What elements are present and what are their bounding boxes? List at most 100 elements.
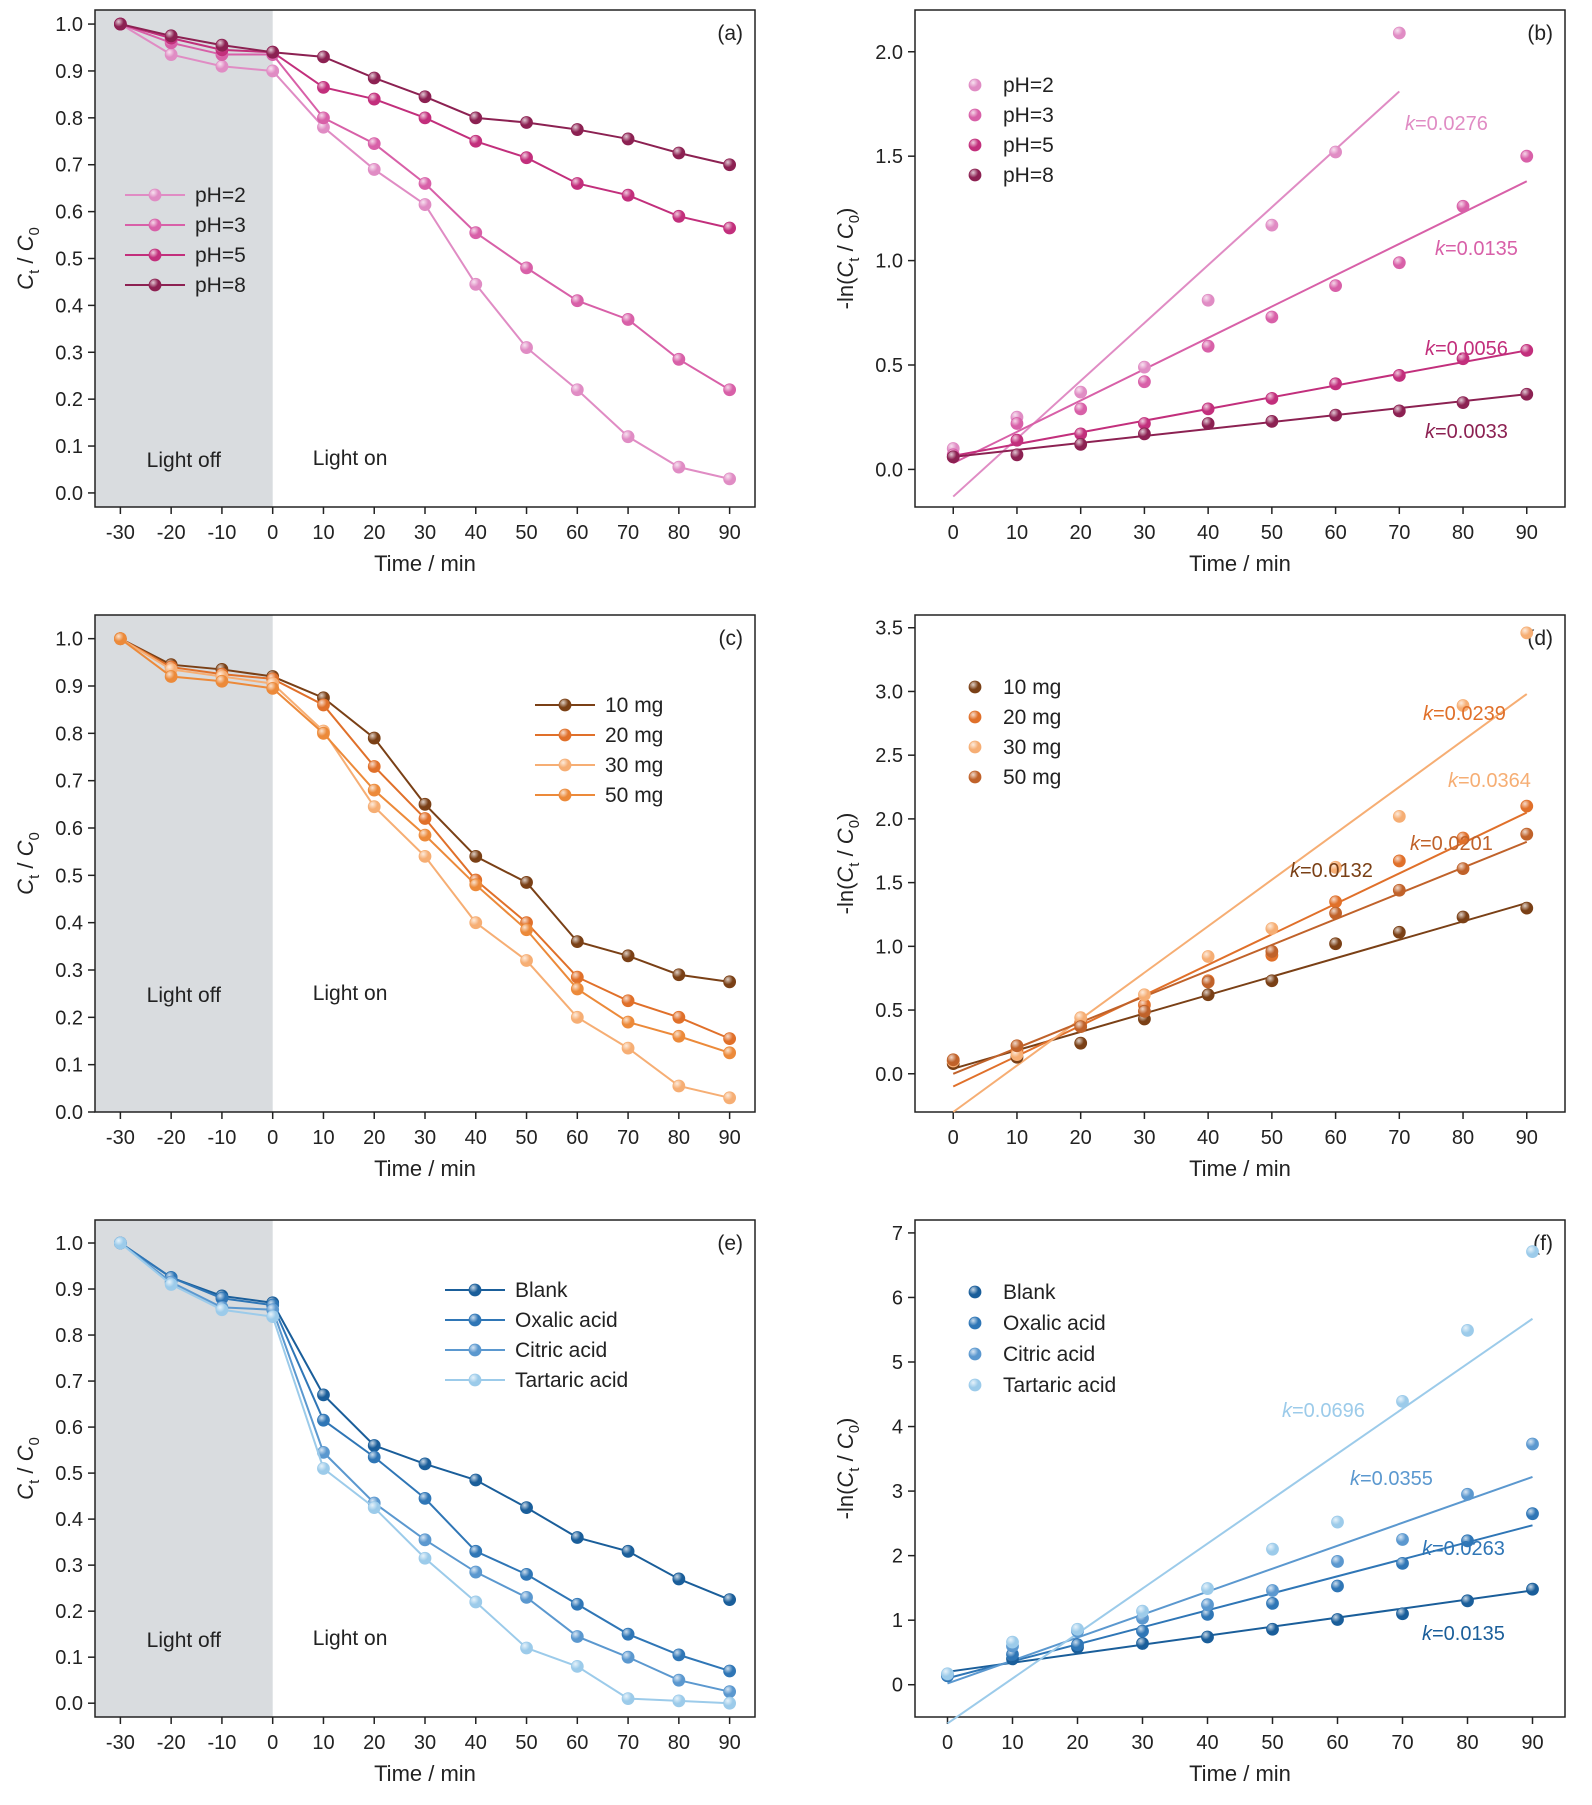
data-point (1331, 1579, 1344, 1593)
data-point (1265, 218, 1279, 232)
legend-marker (968, 1378, 982, 1392)
y-axis-label-part: 0 (846, 215, 863, 223)
data-point (418, 1492, 432, 1505)
data-point (1136, 1637, 1149, 1650)
y-axis-label: Ct / C0 (13, 227, 43, 290)
data-point (672, 1648, 686, 1662)
data-point (266, 64, 280, 78)
data-point (1526, 1437, 1539, 1451)
data-point (1201, 988, 1215, 1002)
plot-frame (914, 1219, 1566, 1718)
x-tick-label: 50 (1261, 1127, 1283, 1149)
legend-label: Tartaric acid (515, 1369, 628, 1392)
x-tick-label: 0 (267, 1127, 278, 1149)
data-point (1392, 256, 1406, 270)
y-tick-label: 1.5 (875, 146, 903, 168)
y-tick-label: 0.0 (55, 483, 83, 505)
data-point (1201, 1582, 1214, 1595)
data-point (418, 828, 432, 842)
y-axis-label-part: t (846, 1467, 863, 1472)
data-point (215, 674, 229, 688)
x-axis-label: Time / min (1189, 1761, 1291, 1786)
data-point (1138, 360, 1151, 374)
y-axis-label-part: 0 (26, 1437, 43, 1445)
data-point (367, 800, 381, 814)
y-tick-label: 0.9 (55, 676, 83, 698)
data-point (723, 1032, 737, 1046)
y-axis-label-part: C (833, 1472, 858, 1488)
fit-line (952, 902, 1528, 1070)
data-point (1526, 1582, 1539, 1596)
x-tick-label: -30 (106, 522, 135, 544)
legend-marker (968, 168, 982, 182)
legend-label: 50 mg (605, 784, 663, 807)
data-point (672, 146, 686, 160)
rate-constant-symbol: k (1350, 1468, 1361, 1490)
x-tick-label: 60 (1324, 1127, 1346, 1149)
light-off-label: Light off (147, 449, 222, 472)
light-on-label: Light on (313, 1627, 388, 1650)
legend-label: pH=3 (1003, 104, 1054, 127)
data-point (1201, 1630, 1214, 1644)
data-point (1520, 827, 1534, 841)
data-point (520, 954, 533, 967)
y-tick-label: 0.2 (55, 389, 83, 411)
fit-line (952, 811, 1528, 1088)
legend-marker (558, 788, 572, 802)
data-point (1266, 1584, 1279, 1597)
data-point (520, 116, 533, 129)
x-tick-label: -10 (207, 1127, 236, 1149)
x-tick-label: 0 (267, 522, 278, 544)
data-point (672, 209, 686, 223)
y-tick-label: 2.0 (875, 809, 903, 831)
y-axis-label-part: / (13, 1461, 38, 1479)
x-tick-label: 50 (1261, 1732, 1283, 1754)
legend-marker (968, 680, 982, 694)
data-point (520, 261, 533, 275)
rate-constant-label: k=0.0696 (1282, 1400, 1365, 1422)
x-tick-label: 0 (267, 1732, 278, 1754)
y-axis-label-part: C (13, 840, 38, 856)
y-axis-label-part: -ln( (833, 1487, 858, 1519)
y-tick-label: 0.2 (55, 1007, 83, 1029)
data-point (621, 1015, 635, 1029)
rate-constant-label: k=0.0355 (1350, 1468, 1433, 1490)
data-point (520, 1641, 533, 1655)
x-tick-label: 30 (414, 1127, 436, 1149)
y-axis-label-part: / (13, 251, 38, 269)
data-point (1456, 862, 1470, 875)
legend-label: 20 mg (605, 724, 663, 747)
rate-constant-value: =0.0239 (1433, 703, 1506, 725)
x-tick-label: 80 (1456, 1732, 1478, 1754)
rate-constant-label: k=0.0201 (1410, 833, 1493, 855)
legend-label: Tartaric acid (1003, 1374, 1116, 1397)
data-point (520, 151, 533, 165)
y-axis-label-part: 0 (846, 1425, 863, 1433)
panel-label: (d) (1527, 627, 1553, 650)
legend-marker (148, 218, 162, 232)
data-point (1392, 854, 1406, 868)
data-point (1074, 385, 1088, 399)
data-point (570, 177, 584, 190)
rate-constant-symbol: k (1290, 860, 1301, 882)
data-point (266, 681, 280, 695)
x-tick-label: 10 (312, 522, 334, 544)
data-point (1266, 1597, 1279, 1610)
rate-constant-value: =0.0364 (1458, 770, 1531, 792)
legend-marker (968, 740, 982, 754)
data-point (367, 760, 381, 773)
legend-marker (468, 1373, 482, 1387)
data-point (1138, 427, 1151, 441)
data-point (672, 1673, 686, 1687)
y-axis-label-part: t (846, 257, 863, 262)
panel-f: 0 10 20 30 40 50 60 70 80 90 0 1 2 3 4 5 6 7 Time / min -ln… (833, 1219, 1566, 1786)
y-tick-label: 3.5 (875, 618, 903, 640)
x-axis-label: Time / min (374, 1156, 476, 1181)
y-axis-label-part: t (26, 874, 43, 879)
rate-constant-value: =0.0355 (1360, 1468, 1433, 1490)
data-point (570, 935, 584, 948)
x-tick-label: 20 (1070, 522, 1092, 544)
x-axis-label: Time / min (374, 551, 476, 576)
legend-label: Oxalic acid (1003, 1312, 1106, 1335)
panel-d: 0 10 20 30 40 50 60 70 80 90 0.0 0.5 1.0 1.5 2.0 2.5 3.0… (833, 614, 1566, 1181)
